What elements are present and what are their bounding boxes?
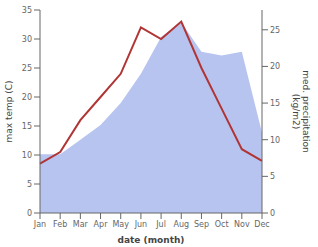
svg-text:Dec: Dec: [254, 220, 269, 229]
svg-text:Apr: Apr: [94, 220, 109, 229]
svg-text:15: 15: [22, 122, 32, 131]
svg-text:Jul: Jul: [155, 220, 166, 229]
svg-text:0: 0: [270, 209, 275, 218]
svg-text:25: 25: [270, 26, 280, 35]
svg-text:Feb: Feb: [53, 220, 67, 229]
svg-text:15: 15: [270, 99, 280, 108]
svg-text:30: 30: [22, 35, 32, 44]
svg-text:Nov: Nov: [234, 220, 250, 229]
svg-text:10: 10: [270, 136, 280, 145]
svg-text:20: 20: [270, 62, 280, 71]
svg-text:Mar: Mar: [73, 220, 89, 229]
svg-text:Jan: Jan: [33, 220, 46, 229]
svg-text:35: 35: [22, 6, 32, 15]
svg-text:20: 20: [22, 93, 32, 102]
svg-text:5: 5: [27, 180, 32, 189]
svg-text:Jun: Jun: [134, 220, 148, 229]
svg-text:May: May: [112, 220, 129, 229]
svg-text:Aug: Aug: [173, 220, 189, 229]
svg-text:Oct: Oct: [215, 220, 229, 229]
svg-text:5: 5: [270, 172, 275, 181]
svg-text:med. precipitation(kg/m2): med. precipitation(kg/m2): [291, 70, 311, 152]
svg-text:date (month): date (month): [118, 235, 185, 245]
svg-text:Sep: Sep: [194, 220, 209, 229]
svg-text:10: 10: [22, 151, 32, 160]
svg-text:0: 0: [27, 209, 32, 218]
svg-text:25: 25: [22, 64, 32, 73]
svg-text:max temp (C): max temp (C): [4, 80, 14, 142]
